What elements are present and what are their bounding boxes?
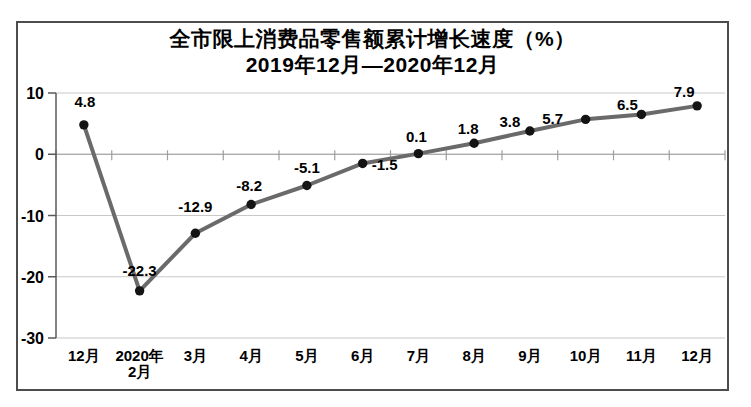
data-point-marker xyxy=(246,200,255,209)
data-point-marker xyxy=(525,126,534,135)
data-label: 7.9 xyxy=(674,83,695,100)
x-axis-label: 8月 xyxy=(462,347,485,364)
chart-figure: 全市限上消费品零售额累计增长速度（%） 2019年12月—2020年12月 10… xyxy=(0,0,751,407)
data-label: -1.5 xyxy=(372,156,398,173)
y-axis-label: -10 xyxy=(21,208,44,225)
x-axis-label: 7月 xyxy=(407,347,430,364)
x-axis-label: 5月 xyxy=(295,347,318,364)
data-point-marker xyxy=(581,115,590,124)
plot-area: 10 0 -10 -20 -30 12月 2020年2月 3月 4月 5月 6月 7月 8月 9月 10月 1… xyxy=(0,0,751,407)
x-axis-label: 4月 xyxy=(239,347,262,364)
data-label: 6.5 xyxy=(617,96,638,113)
data-label: -8.2 xyxy=(236,177,262,194)
x-axis-label: 12月 xyxy=(68,347,100,364)
series-line xyxy=(84,106,697,291)
data-point-marker xyxy=(302,181,311,190)
data-label: -12.9 xyxy=(178,198,212,215)
x-axis-label: 6月 xyxy=(351,347,374,364)
data-label: -22.3 xyxy=(123,262,157,279)
data-point-marker xyxy=(135,286,144,295)
x-axis-label: 2020年2月 xyxy=(115,347,163,380)
data-point-marker xyxy=(79,120,88,129)
y-axis-label: 10 xyxy=(26,85,44,102)
x-axis-label: 11月 xyxy=(626,347,657,364)
y-axis-label: -30 xyxy=(21,330,44,347)
data-point-marker xyxy=(358,159,367,168)
data-label: 1.8 xyxy=(458,120,479,137)
x-axis-label: 10月 xyxy=(570,347,602,364)
data-point-marker xyxy=(692,101,701,110)
data-label: 4.8 xyxy=(74,93,95,110)
data-label: 0.1 xyxy=(406,128,427,145)
data-point-marker xyxy=(414,149,423,158)
x-axis-label: 9月 xyxy=(518,347,541,364)
x-axis-label: 3月 xyxy=(184,347,207,364)
data-point-marker xyxy=(191,229,200,238)
y-axis-label: -20 xyxy=(21,269,44,286)
data-label: 5.7 xyxy=(542,110,563,127)
data-label: 3.8 xyxy=(499,113,520,130)
y-axis-label: 0 xyxy=(35,146,44,163)
data-point-marker xyxy=(637,110,646,119)
data-point-marker xyxy=(469,139,478,148)
x-axis-label: 12月 xyxy=(681,347,713,364)
data-label: -5.1 xyxy=(294,159,320,176)
